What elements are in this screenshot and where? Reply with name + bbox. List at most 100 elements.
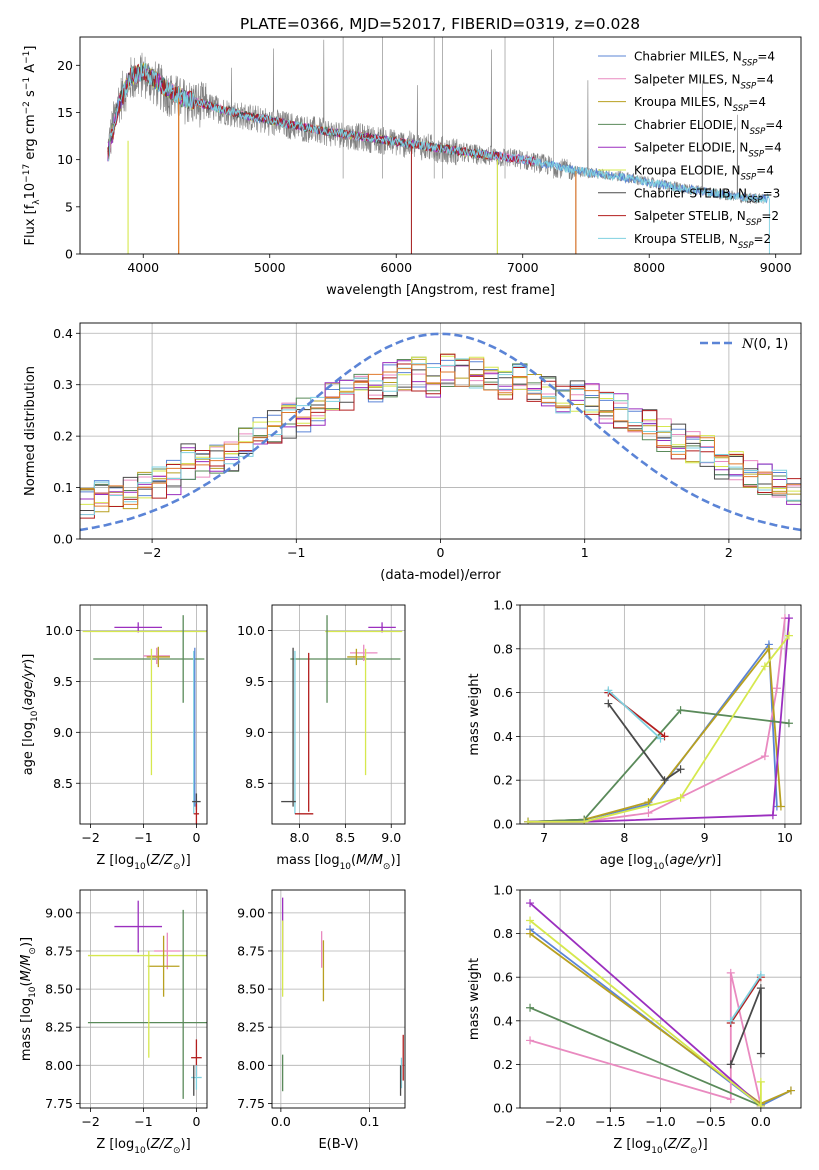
- label-part: mass [log: [19, 998, 34, 1061]
- label-part: (: [351, 853, 356, 868]
- plot-area: [82, 615, 207, 824]
- weight-marker: [676, 793, 685, 802]
- plot-area: [107, 37, 770, 254]
- label-part: =4: [757, 50, 775, 64]
- label-part: mass [log: [276, 853, 339, 868]
- ticks: 8.0 8.5 9.0 8.5 9.0 9.5 10.0: [237, 623, 401, 845]
- y-tick-label: 8.75: [45, 943, 73, 958]
- x-tick-label: 5000: [254, 260, 286, 275]
- x-tick-label: −2.0: [545, 1114, 575, 1129]
- label-part: Kroupa STELIB, N: [634, 232, 738, 246]
- weight-marker: [726, 1095, 735, 1104]
- weight-marker: [756, 1049, 765, 1058]
- weight-marker: [526, 916, 535, 925]
- weight-marker: [768, 811, 777, 820]
- label-part: =2: [754, 232, 772, 246]
- weight-marker: [756, 1077, 765, 1086]
- y-tick-label: 0.6: [493, 685, 513, 700]
- label-part: N: [741, 337, 754, 352]
- x-tick-label: 2: [725, 545, 733, 560]
- axes-frame: [79, 36, 802, 255]
- y-tick-label: 8.5: [245, 776, 265, 791]
- label-part: age/yr: [669, 853, 712, 868]
- y-tick-label: 10.0: [45, 623, 73, 638]
- plot-area: [80, 332, 801, 532]
- x-axis-label: (data-model)/error: [380, 568, 501, 583]
- label-part: E(B-V): [318, 1137, 358, 1152]
- label-part: (: [663, 1137, 668, 1152]
- label-part: ⊙: [173, 1146, 181, 1156]
- legend-label: Salpeter STELIB, NSSP=2: [634, 209, 779, 228]
- grid: [272, 605, 405, 824]
- y-axis-label: mass weight: [467, 673, 482, 755]
- label-part: Salpeter MILES, N: [634, 72, 741, 86]
- label-part: Kroupa MILES, N: [634, 95, 733, 109]
- weight-marker: [786, 1086, 795, 1095]
- label-part: Normed distribution: [23, 366, 38, 496]
- weight-marker: [644, 809, 653, 818]
- x-tick-label: 0.0: [271, 1114, 291, 1129]
- y-axis-label: age [log10(age/yr)]: [21, 654, 40, 776]
- data-spectrum: [107, 37, 764, 205]
- y-axis-label: mass weight: [467, 958, 482, 1040]
- x-tick-label: 6000: [380, 260, 412, 275]
- label-part: −17: [22, 164, 32, 183]
- y-tick-label: 8.25: [237, 1020, 265, 1035]
- label-part: s: [23, 90, 38, 101]
- label-part: M/M: [19, 955, 34, 982]
- weight-marker: [726, 1060, 735, 1069]
- y-tick-label: 9.5: [53, 674, 73, 689]
- ticks: −2 −1 0 8.5 9.0 9.5 10.0: [45, 623, 200, 845]
- model-spectrum-0: [107, 65, 770, 254]
- plot-area: [87, 900, 207, 1099]
- y-tick-label: 8.00: [237, 1058, 265, 1073]
- label-part: =4: [764, 141, 782, 155]
- label-part: Z/Z: [150, 1137, 174, 1152]
- ticks: 4000 5000 6000 7000 8000 9000 0 5 10 15 20: [57, 58, 792, 275]
- weight-marker: [760, 662, 769, 671]
- weight-marker: [760, 752, 769, 761]
- weight-marker: [676, 706, 685, 715]
- weight-marker: [524, 817, 533, 824]
- weight-line-2: [527, 646, 782, 823]
- weight-marker: [772, 684, 781, 693]
- label-part: −1: [22, 51, 32, 64]
- weight-marker: [604, 699, 613, 708]
- x-tick-label: 8000: [633, 260, 665, 275]
- y-tick-label: 0.2: [53, 429, 73, 444]
- y-tick-label: 8.25: [45, 1020, 73, 1035]
- label-part: erg cm: [23, 114, 38, 163]
- plot-area: [526, 899, 795, 1108]
- axes-frame: [519, 604, 802, 825]
- x-axis-label: E(B-V): [318, 1137, 358, 1152]
- label-part: M/M: [356, 853, 383, 868]
- y-tick-label: 0.0: [53, 532, 73, 547]
- label-part: 10: [28, 986, 38, 998]
- label-part: Chabrier STELIB, N: [634, 186, 747, 200]
- x-tick-label: 0.1: [360, 1114, 380, 1129]
- label-part: wavelength [Angstrom, rest frame]: [326, 283, 555, 298]
- label-part: ⊙: [173, 862, 181, 872]
- label-part: Salpeter STELIB, N: [634, 209, 746, 223]
- label-part: ⊙: [383, 862, 391, 872]
- label-part: (: [146, 853, 151, 868]
- x-tick-label: 0.0: [751, 1114, 771, 1129]
- label-part: age [log: [600, 853, 653, 868]
- y-tick-label: 9.0: [53, 725, 73, 740]
- label-part: =4: [756, 72, 774, 86]
- label-part: λ: [32, 199, 42, 205]
- ticks: −2 −1 0 1 2 0.0 0.1 0.2 0.3 0.4: [53, 326, 733, 560]
- weight-marker: [526, 899, 535, 908]
- weight-line-5: [528, 635, 790, 823]
- plots: 4000 5000 6000 7000 8000 900005101520waveleng…: [19, 36, 802, 1156]
- axes-frame: [271, 604, 406, 825]
- label-part: =4: [765, 118, 783, 132]
- yellow-dips: [127, 140, 498, 254]
- label-part: −2: [22, 101, 32, 114]
- y-tick-label: 0.6: [493, 970, 513, 985]
- label-part: mass weight: [467, 958, 482, 1040]
- axes-mass_vs_ebv: 0.0 0.1 7.75 8.00 8.25 8.50 8.75 9.00 E(B-V): [237, 889, 406, 1152]
- axes-age_vs_mass: 8.0 8.5 9.0 8.5 9.0 9.5 10.0 mass [log10(M/M⊙)]: [237, 604, 406, 872]
- x-tick-label: −2: [143, 545, 161, 560]
